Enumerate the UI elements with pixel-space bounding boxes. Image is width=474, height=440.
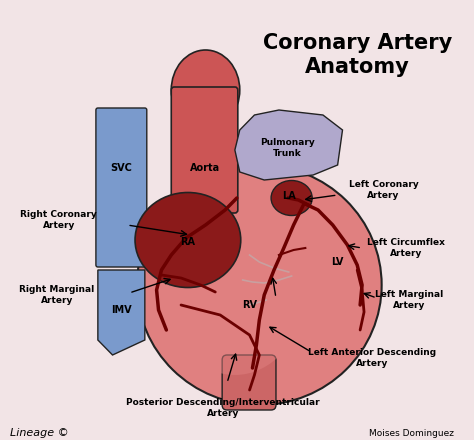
Polygon shape <box>98 270 145 355</box>
Text: RA: RA <box>181 237 195 247</box>
Ellipse shape <box>171 50 240 130</box>
Text: Left Circumflex
Artery: Left Circumflex Artery <box>367 238 445 258</box>
Text: Right Coronary
Artery: Right Coronary Artery <box>20 210 97 230</box>
Text: RV: RV <box>242 300 257 310</box>
Text: Right Marginal
Artery: Right Marginal Artery <box>19 285 94 304</box>
Text: Coronary Artery
Anatomy: Coronary Artery Anatomy <box>263 33 452 77</box>
Text: Left Marginal
Artery: Left Marginal Artery <box>375 290 443 310</box>
Text: SVC: SVC <box>110 163 132 173</box>
Ellipse shape <box>166 215 303 375</box>
Text: Pulmonary
Trunk: Pulmonary Trunk <box>260 138 315 158</box>
Text: Posterior Descending/Interventricular
Artery: Posterior Descending/Interventricular Ar… <box>126 398 320 418</box>
Text: Left Coronary
Artery: Left Coronary Artery <box>349 180 419 200</box>
Ellipse shape <box>137 165 382 405</box>
FancyBboxPatch shape <box>222 355 276 410</box>
Polygon shape <box>235 110 343 180</box>
Text: IMV: IMV <box>111 305 132 315</box>
Text: LV: LV <box>331 257 344 267</box>
Ellipse shape <box>271 180 312 216</box>
Text: Lineage ©: Lineage © <box>10 428 69 438</box>
FancyBboxPatch shape <box>171 87 238 213</box>
Text: Moises Dominguez: Moises Dominguez <box>369 429 454 437</box>
Text: LA: LA <box>282 191 296 201</box>
FancyBboxPatch shape <box>96 108 147 267</box>
Text: Left Anterior Descending
Artery: Left Anterior Descending Artery <box>308 348 436 368</box>
Ellipse shape <box>135 193 241 287</box>
Text: Aorta: Aorta <box>190 163 219 173</box>
